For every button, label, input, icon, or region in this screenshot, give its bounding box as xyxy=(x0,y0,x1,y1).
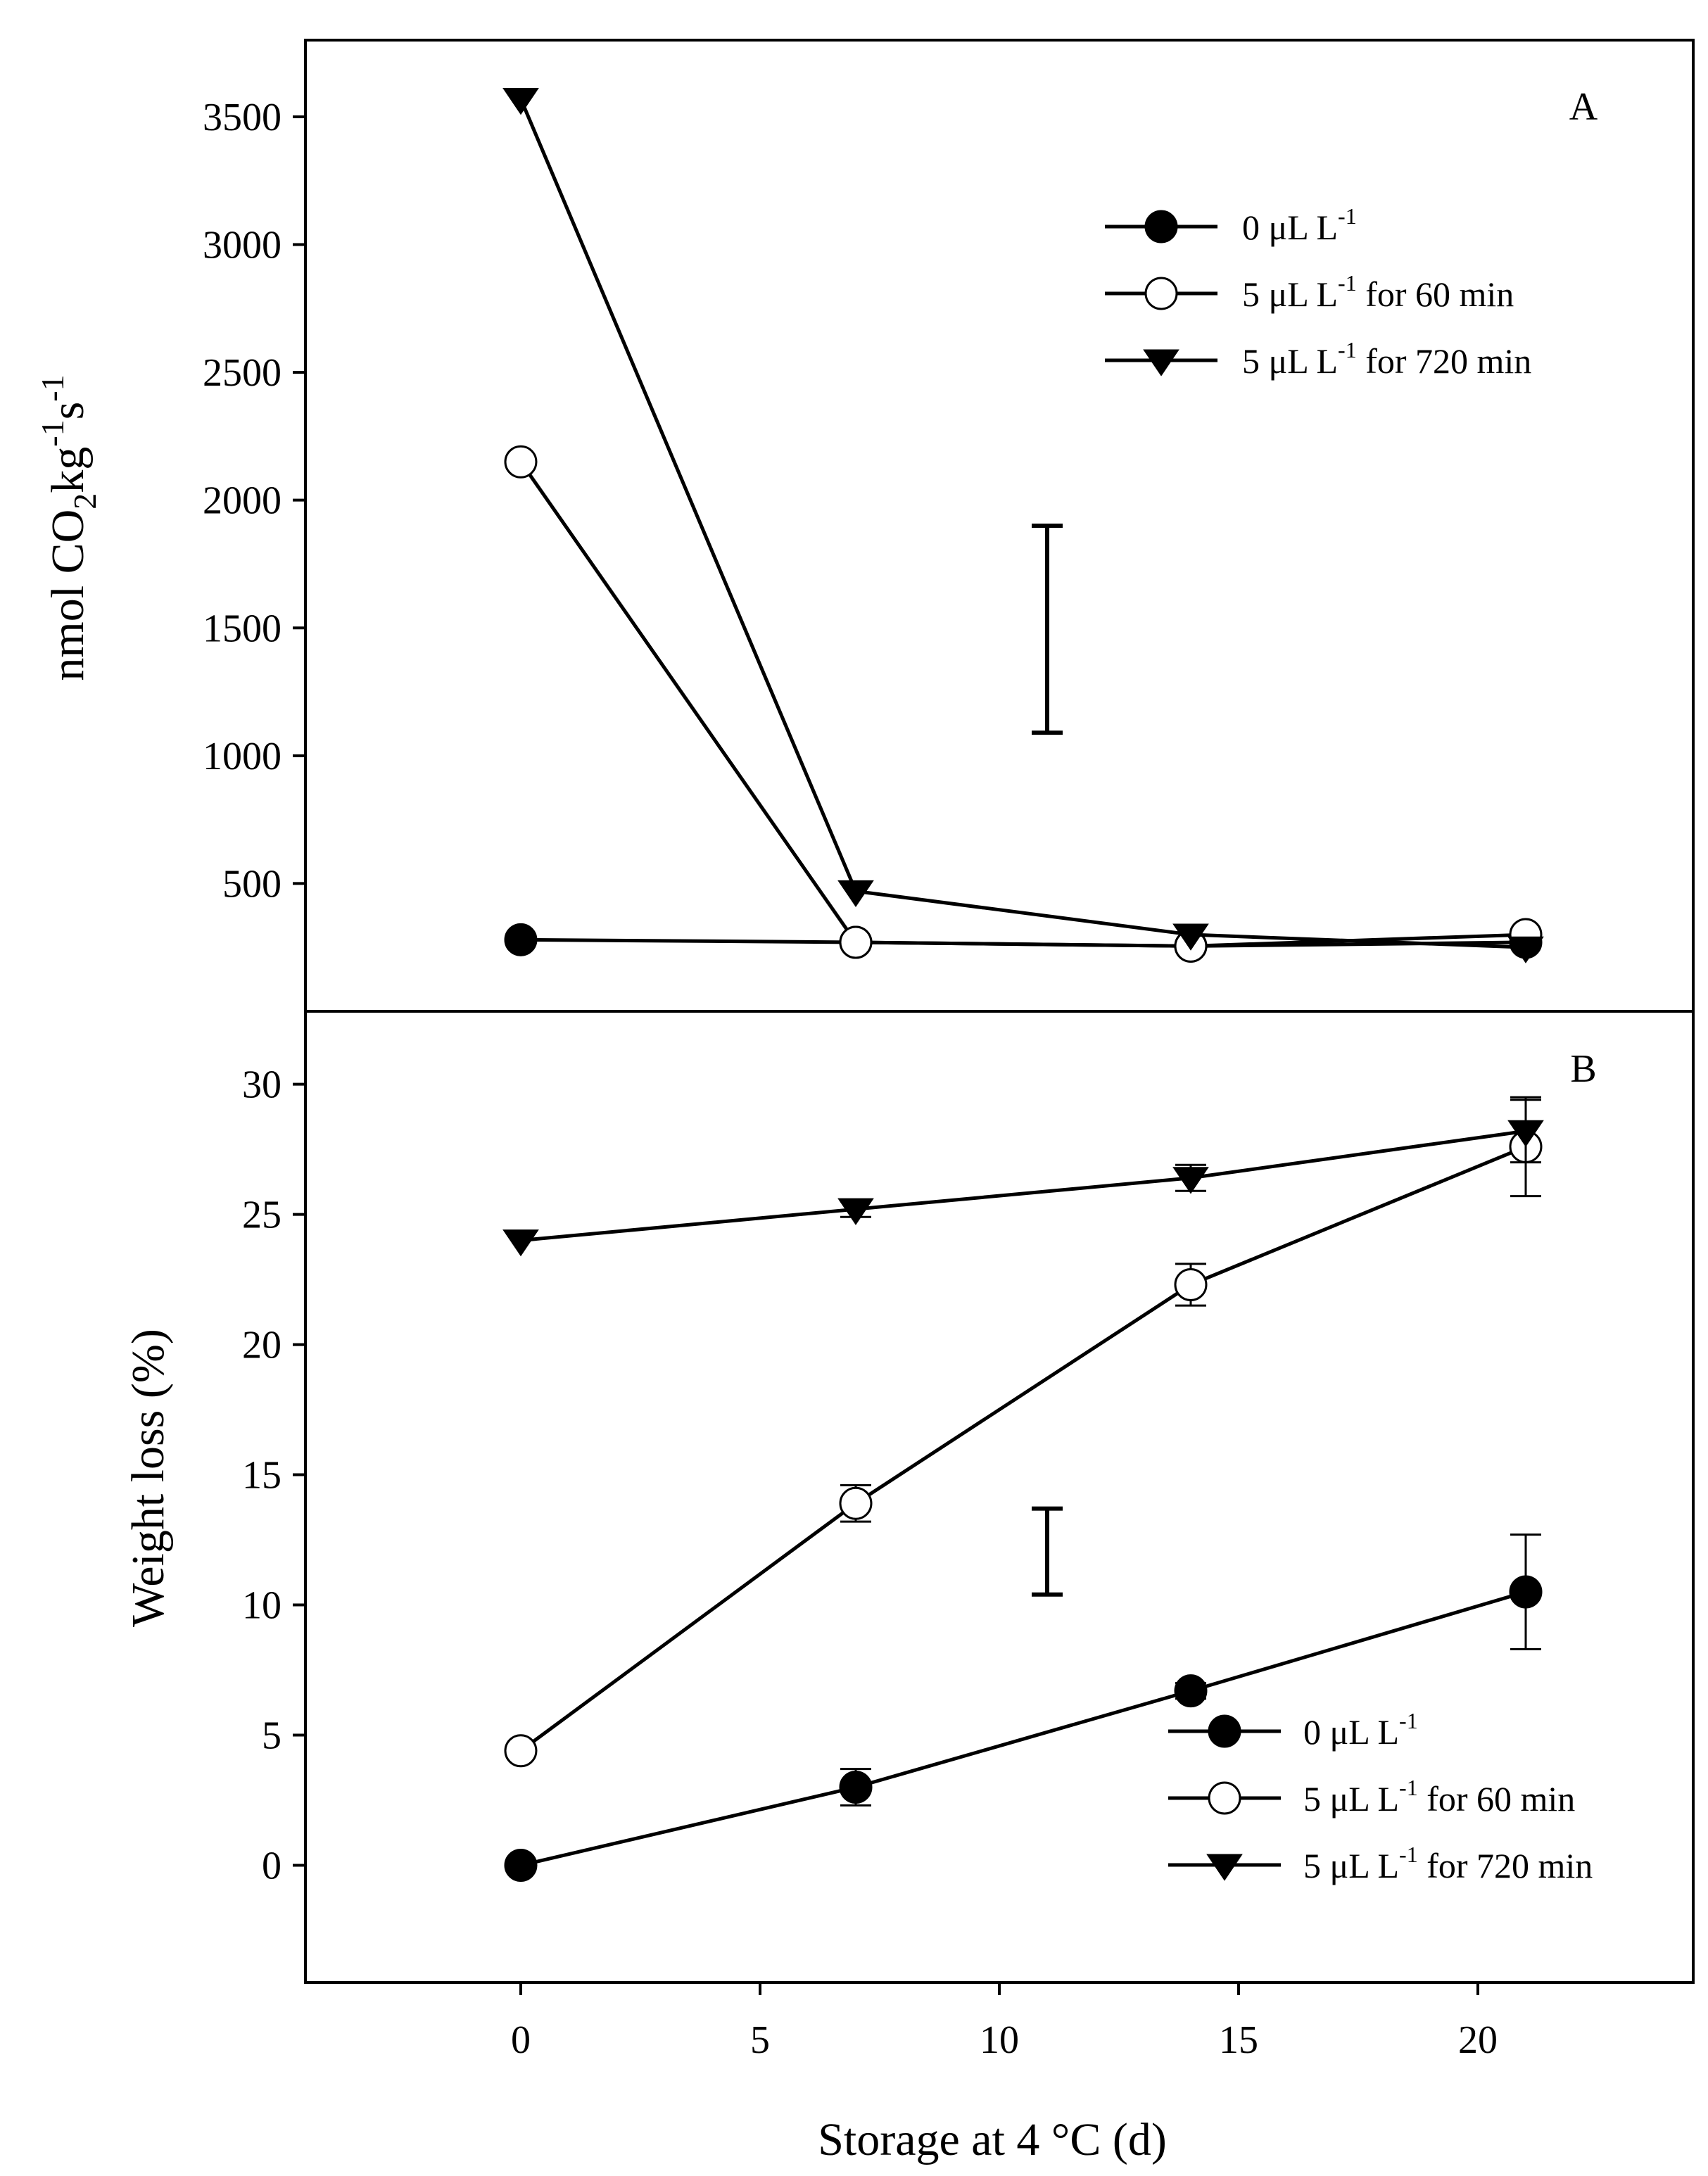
series-line-b-0 xyxy=(520,1590,1526,1867)
x-tick-label: 10 xyxy=(980,2018,1019,2062)
legend-a-item-2: 5 μL L-1 for 720 min xyxy=(1105,337,1531,381)
y-tick-label-b: 0 xyxy=(262,1845,281,1888)
panel-a-content: 500 1000 1500 2000 2500 3000 3500 xyxy=(203,88,1544,963)
point-b-filled-circle xyxy=(1174,1674,1208,1708)
legend-b-item-0: 0 μL L-1 xyxy=(1168,1708,1418,1752)
y-tick-label-b: 15 xyxy=(242,1454,281,1498)
legend-a: 0 μL L-1 5 μL L-1 for 60 min 5 μL L-1 fo… xyxy=(1105,203,1531,381)
point-b-open-circle xyxy=(1174,1267,1208,1301)
series-line-a-2 xyxy=(519,98,1526,949)
legend-b-text-0: 0 μL L-1 xyxy=(1303,1708,1418,1752)
series-line-b-2 xyxy=(520,1129,1526,1243)
legend-a-text-1: 5 μL L-1 for 60 min xyxy=(1242,270,1514,314)
legend-a-text-2: 5 μL L-1 for 720 min xyxy=(1242,337,1531,381)
point-b-open-circle xyxy=(839,1486,873,1520)
y-axis-title-a: nmol CO2kg-1s-1 xyxy=(34,374,103,681)
panel-b-content: 0 5 10 15 20 25 30 0 5 10 15 20 xyxy=(242,1063,1544,2062)
y-tick-label-a: 1000 xyxy=(203,735,281,778)
x-tick-label: 15 xyxy=(1219,2018,1258,2062)
point-b-filled-circle xyxy=(504,1849,538,1883)
legend-a-text-0: 0 μL L-1 xyxy=(1242,203,1357,247)
point-b-triangle xyxy=(1507,1120,1544,1147)
legend-a-marker-open-circle xyxy=(1144,277,1178,310)
panel-b-frame xyxy=(304,1010,1695,1984)
legend-b-marker-triangle xyxy=(1206,1854,1243,1881)
y-tick-label-b: 10 xyxy=(242,1584,281,1628)
legend-b: 0 μL L-1 5 μL L-1 for 60 min 5 μL L-1 fo… xyxy=(1168,1708,1593,1885)
y-tick-label-a: 2500 xyxy=(203,351,281,395)
point-a-open-circle xyxy=(839,925,873,959)
legend-b-item-2: 5 μL L-1 for 720 min xyxy=(1168,1842,1593,1885)
x-tick-label: 0 xyxy=(511,2018,531,2062)
point-b-open-circle xyxy=(504,1734,538,1768)
y-tick-label-b: 30 xyxy=(242,1063,281,1107)
legend-a-item-1: 5 μL L-1 for 60 min xyxy=(1105,270,1514,314)
point-a-triangle xyxy=(502,88,539,115)
y-tick-label-a: 3000 xyxy=(203,224,281,267)
point-b-triangle xyxy=(837,1198,874,1225)
y-tick-label-a: 2000 xyxy=(203,479,281,523)
point-b-filled-circle xyxy=(839,1771,873,1804)
point-a-open-circle xyxy=(504,445,538,479)
y-tick-label-a: 1500 xyxy=(203,607,281,650)
point-a-triangle xyxy=(837,880,874,907)
y-tick-label-b: 20 xyxy=(242,1324,281,1367)
y-tick-label-a: 3500 xyxy=(203,96,281,139)
point-a-triangle xyxy=(1507,936,1544,963)
y-tick-label-b: 5 xyxy=(262,1714,281,1758)
legend-b-marker-open-circle xyxy=(1208,1781,1241,1815)
panel-a-letter: A xyxy=(1569,85,1598,129)
y-tick-label-b: 25 xyxy=(242,1194,281,1237)
legend-b-item-1: 5 μL L-1 for 60 min xyxy=(1168,1775,1575,1818)
y-axis-title-b: Weight loss (%) xyxy=(122,1329,174,1627)
legend-a-marker-filled-circle xyxy=(1144,210,1178,243)
point-b-filled-circle xyxy=(1509,1575,1543,1609)
legend-b-marker-filled-circle xyxy=(1208,1714,1241,1748)
series-line-a-1 xyxy=(519,460,1526,948)
panel-a-frame xyxy=(304,39,1695,1013)
y-tick-label-a: 500 xyxy=(222,862,281,906)
x-axis-title: Storage at 4 °C (d) xyxy=(818,2114,1167,2165)
legend-a-marker-triangle xyxy=(1143,349,1179,377)
series-line-b-1 xyxy=(519,1145,1526,1752)
legend-a-item-0: 0 μL L-1 xyxy=(1105,203,1357,247)
x-tick-label: 20 xyxy=(1458,2018,1498,2062)
point-b-triangle xyxy=(1172,1167,1209,1194)
point-b-triangle xyxy=(502,1229,539,1257)
panel-b-letter: B xyxy=(1570,1047,1596,1091)
point-a-filled-circle xyxy=(504,923,538,956)
x-tick-label: 5 xyxy=(750,2018,770,2062)
legend-b-text-2: 5 μL L-1 for 720 min xyxy=(1303,1842,1593,1885)
point-a-triangle xyxy=(1172,923,1209,951)
legend-b-text-1: 5 μL L-1 for 60 min xyxy=(1303,1775,1575,1818)
